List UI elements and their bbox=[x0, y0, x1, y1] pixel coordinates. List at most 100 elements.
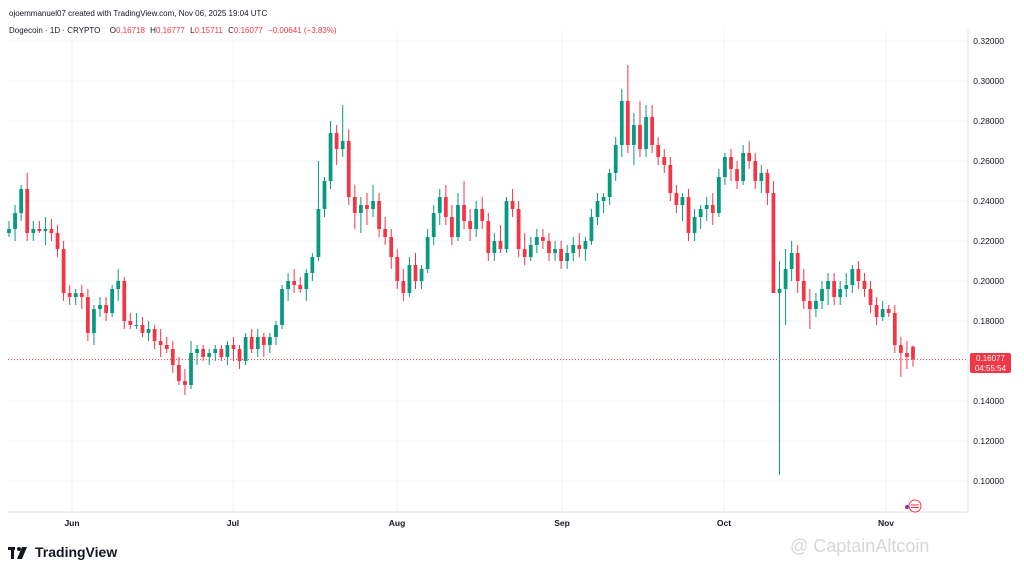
candle bbox=[207, 349, 212, 365]
candle-body bbox=[67, 293, 72, 297]
candle-body bbox=[419, 269, 424, 281]
open-value: 0.16718 bbox=[116, 26, 145, 35]
candle bbox=[510, 189, 515, 217]
candle bbox=[85, 289, 90, 341]
candle-body bbox=[365, 205, 369, 209]
candle bbox=[274, 321, 278, 345]
candle-body bbox=[158, 341, 163, 345]
candle bbox=[346, 129, 351, 205]
candle-body bbox=[601, 197, 606, 201]
symbol-label[interactable]: Dogecoin · 1D · CRYPTO bbox=[9, 26, 101, 35]
candle-body bbox=[668, 165, 673, 193]
candle bbox=[249, 329, 254, 353]
candle bbox=[814, 293, 818, 317]
y-tick-label: 0.32000 bbox=[973, 36, 1004, 46]
y-tick-label: 0.28000 bbox=[973, 116, 1004, 126]
candle-body bbox=[662, 157, 667, 165]
candle-body bbox=[274, 325, 278, 337]
candle-body bbox=[559, 249, 563, 261]
candle-body bbox=[425, 237, 430, 269]
candle bbox=[480, 197, 485, 229]
y-tick-label: 0.24000 bbox=[973, 196, 1004, 206]
candle-body bbox=[110, 289, 115, 313]
candle-body bbox=[814, 301, 818, 309]
candle bbox=[92, 305, 96, 345]
candle bbox=[152, 325, 157, 349]
candle-body bbox=[316, 209, 321, 257]
candle-body bbox=[795, 253, 800, 281]
candle-body bbox=[510, 201, 515, 209]
candle bbox=[183, 369, 187, 395]
candle bbox=[850, 265, 855, 293]
candle bbox=[498, 225, 503, 253]
candle-body bbox=[577, 245, 582, 249]
candle-body bbox=[492, 241, 497, 253]
candle-body bbox=[898, 345, 903, 353]
candle-body bbox=[480, 209, 485, 221]
candle bbox=[25, 173, 30, 241]
candle-body bbox=[595, 201, 600, 217]
candle bbox=[595, 193, 600, 225]
candle bbox=[844, 273, 849, 297]
close-value: 0.16077 bbox=[233, 26, 263, 35]
candle bbox=[170, 341, 175, 373]
candle-body bbox=[680, 197, 685, 205]
candle bbox=[437, 189, 442, 225]
candle-body bbox=[43, 229, 48, 231]
candle bbox=[783, 249, 788, 325]
candle bbox=[298, 277, 303, 293]
candle-body bbox=[55, 233, 60, 249]
time-axis[interactable]: Jun Jul Aug Sep Oct Nov bbox=[64, 518, 894, 528]
candle-body bbox=[686, 197, 691, 233]
candle bbox=[898, 337, 903, 377]
candle-body bbox=[905, 353, 909, 357]
candle bbox=[723, 153, 727, 185]
candle bbox=[656, 137, 661, 165]
candle bbox=[832, 273, 837, 305]
candle-body bbox=[389, 237, 394, 257]
candle bbox=[110, 285, 115, 317]
y-tick-label: 0.20000 bbox=[973, 276, 1004, 286]
candle-body bbox=[268, 337, 272, 345]
candle bbox=[389, 229, 394, 269]
candle-body bbox=[79, 293, 84, 297]
candle bbox=[61, 241, 66, 301]
candle bbox=[577, 233, 582, 257]
flag-icon[interactable] bbox=[905, 499, 922, 513]
candle bbox=[128, 313, 133, 329]
candle bbox=[583, 237, 588, 261]
candle bbox=[49, 219, 54, 241]
candle bbox=[686, 189, 691, 241]
x-tick-label: Nov bbox=[878, 518, 894, 528]
candle bbox=[613, 137, 618, 181]
candle-body bbox=[413, 265, 418, 281]
candle-body bbox=[850, 269, 855, 285]
candle-body bbox=[632, 125, 636, 145]
candle-body bbox=[383, 229, 388, 237]
candle bbox=[340, 105, 345, 157]
candle-body bbox=[201, 349, 206, 357]
candle-body bbox=[249, 337, 254, 349]
candle bbox=[771, 181, 776, 293]
candle bbox=[704, 197, 709, 221]
tradingview-logo[interactable]: TradingView bbox=[8, 544, 117, 560]
candle bbox=[516, 201, 521, 257]
candle bbox=[710, 193, 715, 225]
candle bbox=[31, 221, 36, 241]
candle-body bbox=[844, 285, 849, 289]
candle bbox=[383, 217, 388, 245]
candle bbox=[504, 197, 509, 253]
candle-body bbox=[322, 181, 327, 209]
candle-body bbox=[98, 305, 102, 309]
candle-body bbox=[534, 237, 539, 245]
candle-body bbox=[49, 229, 54, 233]
candle-body bbox=[116, 281, 121, 289]
candle-body bbox=[541, 237, 545, 241]
candle bbox=[419, 265, 424, 289]
candle-body bbox=[207, 353, 212, 357]
candle bbox=[213, 345, 218, 361]
candle bbox=[541, 229, 545, 249]
candle bbox=[528, 237, 533, 261]
price-axis[interactable]: 0.32000 0.30000 0.28000 0.26000 0.24000 0.220… bbox=[973, 36, 1004, 486]
